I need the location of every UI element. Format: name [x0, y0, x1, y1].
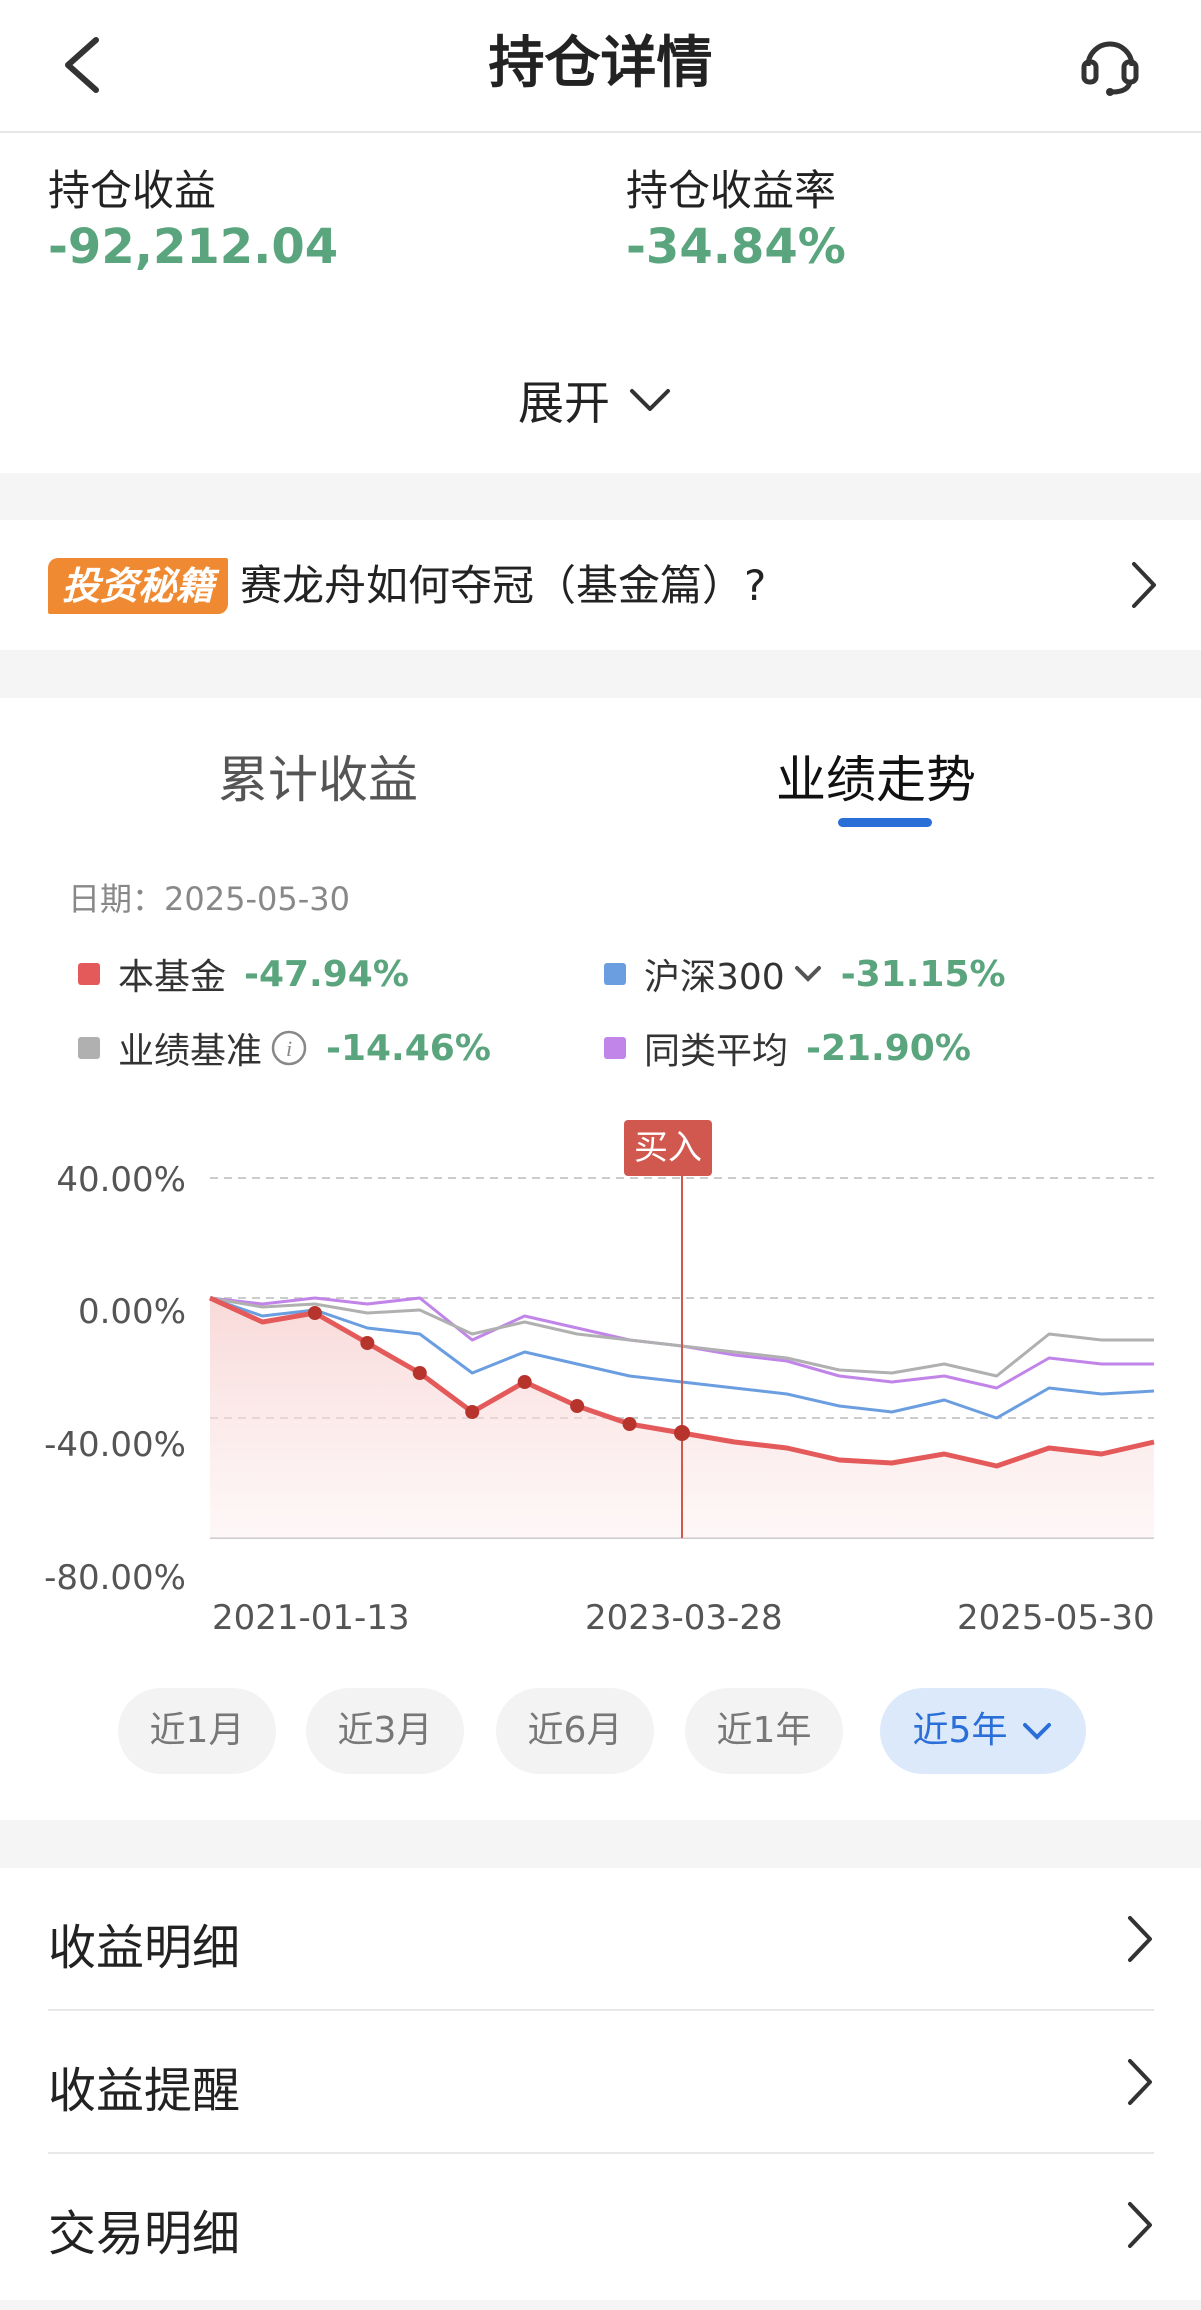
top-bar: 持仓详情 [0, 0, 1201, 133]
transaction-point [517, 1375, 532, 1389]
x-tick-label: 2025-05-30 [957, 1598, 1155, 1638]
legend-value: -21.90% [806, 1027, 971, 1069]
page-title: 持仓详情 [488, 31, 713, 96]
menu-item-trade-detail[interactable]: 交易明细 [48, 2154, 1154, 2297]
y-tick-label: -80.00% [44, 1558, 186, 1598]
customer-service-headset-icon[interactable] [1080, 32, 1140, 98]
menu-label: 收益提醒 [48, 2063, 241, 2119]
x-tick-label: 2021-01-13 [212, 1598, 410, 1638]
menu-item-profit-detail[interactable]: 收益明细 [48, 1868, 1154, 2011]
buy-point [674, 1425, 690, 1441]
legend-value: -31.15% [840, 953, 1006, 995]
legend-item-csi300[interactable]: 沪深300 -31.15% [604, 948, 1006, 1000]
range-1m[interactable]: 近1月 [118, 1688, 276, 1774]
range-6m[interactable]: 近6月 [496, 1688, 654, 1774]
tips-tag: 投资秘籍 [48, 558, 228, 614]
tab-performance-trend[interactable]: 业绩走势 [776, 751, 976, 809]
range-5y[interactable]: 近5年 [880, 1688, 1086, 1774]
chevron-right-icon [1128, 2059, 1152, 2105]
holding-profit-label: 持仓收益 [48, 166, 217, 215]
legend-item-benchmark[interactable]: 业绩基准 i -14.46% [78, 1022, 491, 1074]
chevron-down-icon[interactable] [793, 963, 823, 985]
range-3m[interactable]: 近3月 [306, 1688, 464, 1774]
info-icon[interactable]: i [270, 1029, 308, 1067]
range-5y-label: 近5年 [912, 1710, 1008, 1751]
legend-swatch [78, 1037, 100, 1059]
legend-item-peer-average[interactable]: 同类平均 -21.90% [604, 1022, 971, 1074]
fund-area [210, 1298, 1154, 1538]
investment-tips-banner[interactable]: 投资秘籍 赛龙舟如何夺冠（基金篇）? [0, 520, 1201, 650]
menu-item-profit-alert[interactable]: 收益提醒 [48, 2011, 1154, 2154]
range-1y[interactable]: 近1年 [685, 1688, 843, 1774]
y-tick-label: 0.00% [77, 1292, 186, 1332]
performance-card: 累计收益 业绩走势 日期：2025-05-30 本基金 -47.94% 沪深30… [0, 698, 1201, 1820]
legend-name: 业绩基准 [118, 1031, 263, 1072]
holding-rate-label: 持仓收益率 [626, 166, 837, 215]
transaction-point [465, 1405, 480, 1419]
svg-text:i: i [286, 1036, 292, 1061]
y-tick-label: -40.00% [44, 1425, 186, 1465]
legend-value: -14.46% [326, 1027, 491, 1069]
active-tab-indicator [838, 818, 932, 827]
menu-label: 交易明细 [48, 2206, 241, 2262]
legend-swatch [604, 1037, 626, 1059]
detail-menu: 收益明细 收益提醒 交易明细 [0, 1868, 1201, 2300]
tab-cumulative-return[interactable]: 累计收益 [218, 751, 418, 809]
transaction-point [360, 1336, 375, 1350]
back-arrow-icon[interactable] [58, 32, 118, 98]
holding-profit-value: -92,212.04 [48, 219, 339, 275]
legend-item-fund[interactable]: 本基金 -47.94% [78, 948, 409, 1000]
chevron-down-icon [1023, 1723, 1052, 1740]
transaction-point [570, 1399, 585, 1413]
menu-label: 收益明细 [48, 1920, 241, 1976]
x-tick-label: 2023-03-28 [585, 1598, 783, 1638]
chevron-down-icon [630, 389, 670, 411]
legend-value: -47.94% [244, 953, 409, 995]
transaction-point [622, 1417, 637, 1431]
transaction-point [412, 1366, 427, 1380]
legend-swatch [604, 963, 626, 985]
legend-name: 沪深300 [644, 957, 785, 998]
chart-date: 日期：2025-05-30 [68, 880, 350, 918]
expand-label: 展开 [518, 376, 610, 430]
y-tick-label: 40.00% [56, 1160, 186, 1200]
banner-text: 赛龙舟如何夺冠（基金篇）? [240, 561, 767, 610]
chevron-right-icon [1128, 1916, 1152, 1962]
legend-swatch [78, 963, 100, 985]
legend-name: 同类平均 [644, 1031, 789, 1072]
holding-rate-value: -34.84% [626, 219, 846, 275]
holding-summary: 持仓收益 -92,212.04 持仓收益率 -34.84% 展开 [0, 133, 1201, 473]
transaction-point [307, 1306, 322, 1320]
legend-name: 本基金 [118, 957, 227, 998]
performance-chart[interactable] [0, 1138, 1201, 1618]
expand-button[interactable]: 展开 [518, 365, 672, 435]
buy-marker-label: 买入 [624, 1120, 712, 1176]
chevron-right-icon [1132, 562, 1156, 608]
chevron-right-icon [1128, 2202, 1152, 2248]
